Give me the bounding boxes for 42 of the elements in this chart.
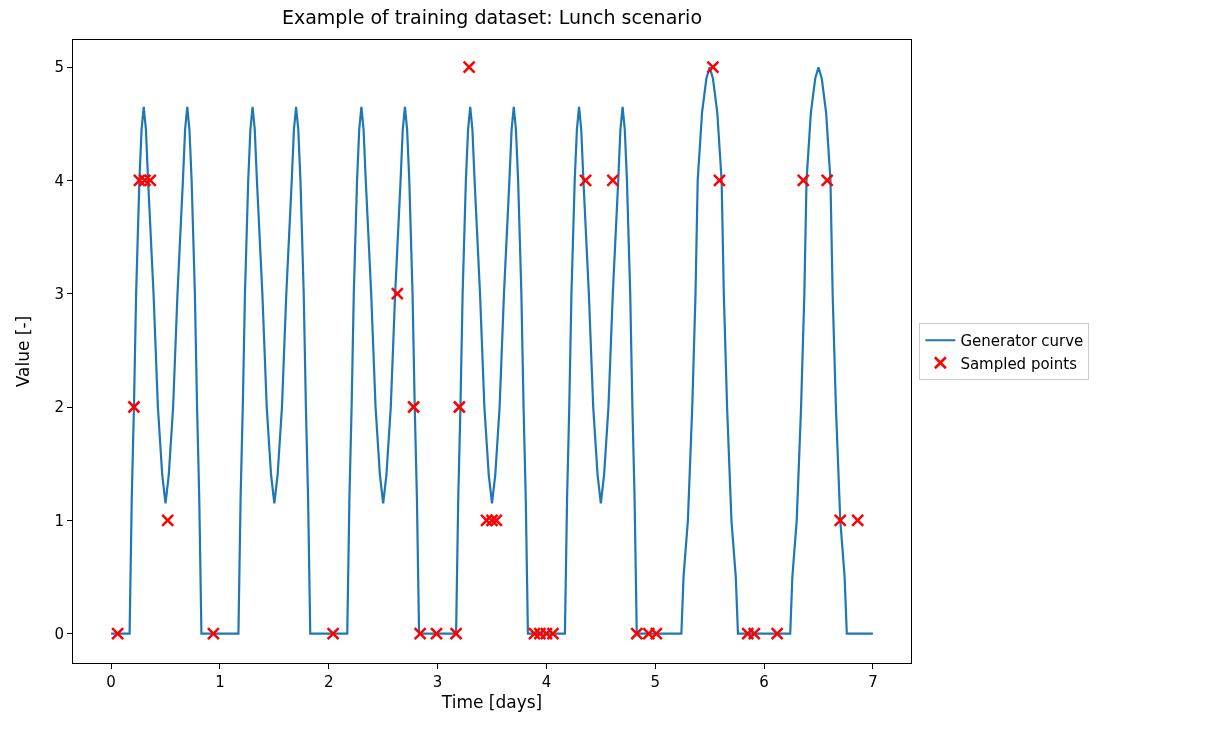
y-tick-label: 3 [54,284,64,303]
chart-title: Example of training dataset: Lunch scenario [281,6,703,29]
point [449,626,463,641]
point [770,626,784,641]
point [712,173,727,188]
point [796,173,811,188]
point [127,400,141,414]
x-tick-label: 2 [323,673,334,691]
point [820,173,834,188]
point [706,60,720,74]
y-tick-label: 1 [54,511,64,530]
point [850,513,865,528]
x-tick-label: 6 [759,673,769,691]
point [413,626,427,641]
x-tick-label: 0 [106,673,116,691]
point [606,173,620,188]
point [833,513,848,528]
x-tick-label: 4 [541,673,552,691]
point [462,60,476,74]
x-tick-label: 3 [432,673,443,691]
point [406,400,421,414]
point [206,626,221,641]
legend-label: Generator curve [960,332,1084,351]
point [452,400,467,414]
point [110,626,125,641]
x-axis-title: Time [days] [440,692,543,713]
y-tick-label: 5 [54,58,64,77]
x-tick-label: 7 [868,673,878,691]
point [429,626,444,641]
point [326,626,340,641]
point [160,513,175,528]
point [138,173,152,188]
line-series [109,66,875,635]
y-axis-title: Value [-] [13,315,33,388]
y-tick-label: 4 [54,171,64,190]
y-tick-label: 2 [54,398,64,417]
x-tick-label: 5 [650,673,661,691]
point [390,286,405,301]
point [578,173,593,188]
x-tick-label: 1 [215,673,225,691]
y-tick-label: 0 [54,624,64,643]
legend-label: Sampled points [960,354,1078,373]
